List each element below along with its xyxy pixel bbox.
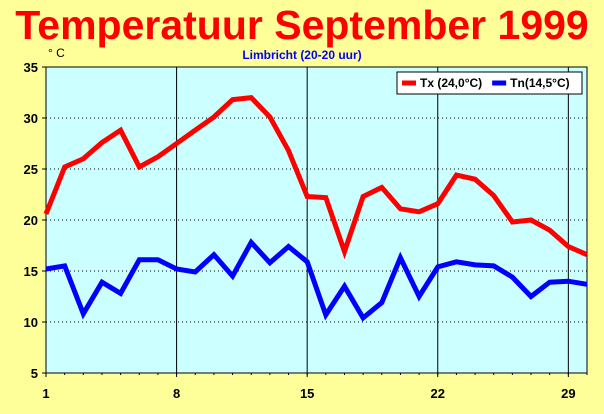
x-tick-label: 1: [42, 386, 49, 401]
x-tick-label: 8: [173, 386, 180, 401]
series-lines: [43, 94, 589, 322]
plot-area: [45, 66, 588, 374]
x-tick-label: 29: [561, 386, 575, 401]
y-tick-label: 15: [24, 264, 38, 279]
y-tick-label: 25: [24, 162, 38, 177]
y-tick-label: 5: [31, 366, 38, 381]
y-tick-label: 35: [24, 60, 38, 75]
y-axis: 5 10 15 20 25 30 35: [24, 60, 46, 381]
x-axis: 1 8 15 22 29: [42, 373, 588, 401]
chart-title: Temperatuur September 1999: [15, 2, 589, 48]
legend-label: Tx (24,0°C): [420, 76, 482, 90]
legend-box: [396, 71, 583, 95]
grid-lines: [46, 67, 587, 373]
x-tick-label: 22: [431, 386, 445, 401]
y-tick-label: 10: [24, 315, 38, 330]
legend: Tx (24,0°C) Tn(14,5°C): [396, 71, 583, 95]
y-tick-label: 30: [24, 111, 38, 126]
chart-subtitle: Limbricht (20-20 uur): [242, 48, 362, 62]
legend-label: Tn(14,5°C): [510, 76, 569, 90]
series-line-tn: [45, 238, 588, 322]
y-axis-unit-label: ° C: [48, 46, 65, 60]
x-tick-label: 15: [300, 386, 314, 401]
y-tick-label: 20: [24, 213, 38, 228]
series-line-tx: [43, 94, 589, 260]
